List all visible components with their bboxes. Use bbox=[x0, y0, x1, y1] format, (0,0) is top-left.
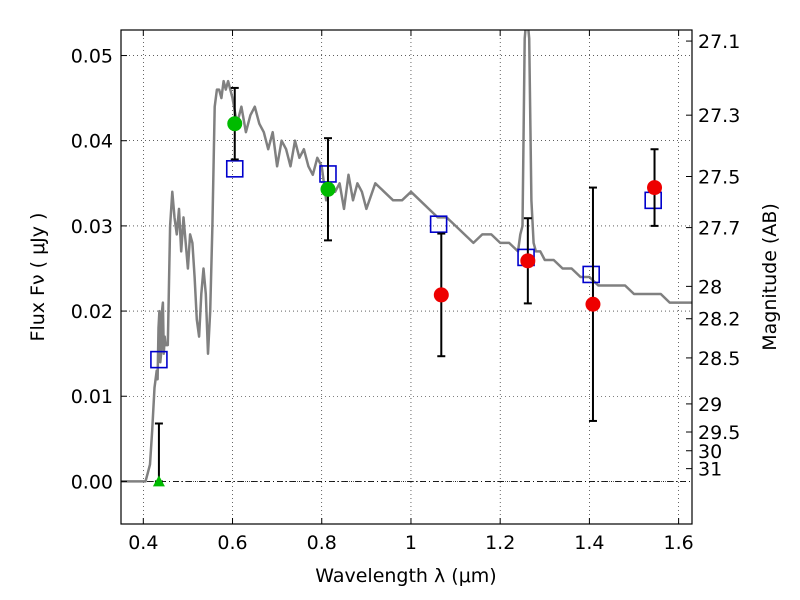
data-markers bbox=[150, 86, 663, 487]
y-tick-label: 0.01 bbox=[71, 386, 113, 408]
x-tick-label: 1.2 bbox=[485, 532, 515, 554]
x-tick-label: 1.6 bbox=[664, 532, 694, 554]
mag-tick-label: 30 bbox=[698, 441, 722, 463]
grid bbox=[121, 30, 692, 524]
observed-optical-point bbox=[227, 116, 243, 132]
model-photometry-square bbox=[582, 265, 600, 284]
plot-frame bbox=[120, 29, 693, 525]
tick-labels: 0.4 0.6 0.8 1 1.2 1.4 1.6 0.00 0.01 0.02 0.03 0.04 0… bbox=[71, 31, 741, 554]
model-spectrum-line bbox=[121, 30, 692, 483]
mag-tick-label: 29.5 bbox=[698, 422, 740, 444]
y-tick-label: 0.00 bbox=[71, 471, 113, 493]
mag-tick-label: 28 bbox=[698, 276, 722, 298]
mag-tick-label: 28.2 bbox=[698, 309, 740, 331]
observed-nir-point bbox=[647, 180, 663, 196]
mag-tick-label: 27.5 bbox=[698, 166, 740, 188]
observed-nir-point bbox=[433, 287, 449, 303]
x-tick-label: 0.8 bbox=[307, 532, 337, 554]
mag-tick-label: 27.7 bbox=[698, 218, 740, 240]
model-spectrum bbox=[121, 30, 692, 483]
upper-limit-triangle bbox=[152, 475, 165, 487]
x-tick-label: 1.4 bbox=[574, 532, 604, 554]
mag-tick-label: 28.5 bbox=[698, 348, 740, 370]
plot-border bbox=[120, 29, 693, 525]
x-axis-label: Wavelength λ (μm) bbox=[315, 565, 496, 587]
y2-axis-label: Magnitude (AB) bbox=[759, 203, 781, 351]
model-photometry-square bbox=[225, 160, 244, 178]
observed-optical-point bbox=[320, 181, 336, 197]
x-tick-label: 0.4 bbox=[128, 532, 158, 554]
y-axis-label: Flux Fν ( μJy ) bbox=[27, 213, 49, 342]
mag-tick-label: 27.3 bbox=[698, 105, 740, 127]
mag-tick-label: 29 bbox=[698, 394, 722, 416]
x-tick-label: 1 bbox=[405, 532, 417, 554]
x-tick-label: 0.6 bbox=[217, 532, 247, 554]
y-tick-label: 0.03 bbox=[71, 216, 113, 238]
model-photometry-square bbox=[429, 215, 448, 233]
y-tick-label: 0.02 bbox=[71, 301, 113, 323]
y-tick-label: 0.05 bbox=[71, 46, 113, 68]
observed-nir-point bbox=[585, 296, 601, 312]
mag-tick-label: 27.1 bbox=[698, 31, 740, 53]
mag-tick-label: 31 bbox=[698, 459, 722, 481]
model-photometry-square bbox=[150, 350, 168, 369]
y-tick-label: 0.04 bbox=[71, 131, 113, 153]
observed-nir-point bbox=[520, 253, 536, 269]
